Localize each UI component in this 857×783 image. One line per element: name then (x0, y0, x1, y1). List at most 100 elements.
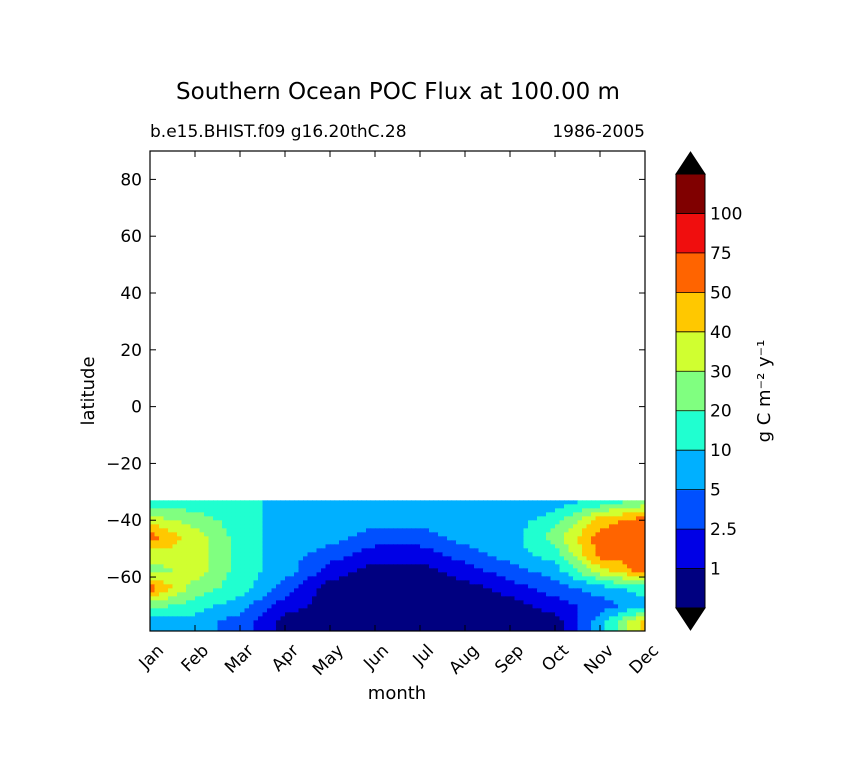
contour-cell (478, 564, 484, 569)
contour-cell (168, 600, 174, 605)
contour-cell (235, 604, 241, 609)
contour-cell (240, 508, 246, 513)
contour-cell (627, 576, 633, 581)
colorbar-extend-min (675, 607, 706, 631)
contour-cell (303, 628, 309, 631)
contour-cell (424, 584, 430, 589)
contour-cell (460, 552, 466, 557)
contour-cell (393, 552, 399, 557)
contour-cell (379, 588, 385, 593)
contour-cell (204, 532, 210, 537)
contour-cell (366, 612, 372, 617)
contour-cell (631, 564, 637, 569)
contour-cell (181, 504, 187, 509)
contour-cell (321, 620, 327, 625)
contour-cell (285, 600, 291, 605)
contour-cell (483, 572, 489, 577)
contour-cell (249, 560, 255, 565)
contour-cell (496, 604, 502, 609)
contour-cell (150, 584, 156, 589)
contour-cell (321, 564, 327, 569)
contour-cell (231, 548, 237, 553)
contour-cell (177, 540, 183, 545)
contour-cell (487, 556, 493, 561)
colorbar-swatch (676, 292, 705, 333)
contour-cell (231, 564, 237, 569)
contour-cell (564, 592, 570, 597)
contour-cell (271, 508, 277, 513)
contour-cell (357, 600, 363, 605)
contour-cell (568, 532, 574, 537)
contour-cell (348, 600, 354, 605)
contour-cell (388, 564, 394, 569)
contour-cell (195, 548, 201, 553)
contour-cell (163, 556, 169, 561)
contour-cell (190, 500, 196, 505)
contour-cell (366, 544, 372, 549)
contour-cell (469, 604, 475, 609)
contour-cell (199, 592, 205, 597)
contour-cell (267, 584, 273, 589)
contour-cell (469, 556, 475, 561)
contour-cell (519, 524, 525, 529)
contour-cell (186, 624, 192, 629)
contour-cell (375, 540, 381, 545)
contour-cell (159, 532, 165, 537)
contour-cell (177, 576, 183, 581)
contour-cell (532, 500, 538, 505)
contour-cell (429, 536, 435, 541)
contour-cell (370, 540, 376, 545)
contour-cell (204, 520, 210, 525)
contour-cell (568, 580, 574, 585)
contour-cell (334, 608, 340, 613)
contour-cell (352, 544, 358, 549)
contour-cell (474, 504, 480, 509)
contour-cell (325, 624, 331, 629)
contour-cell (411, 560, 417, 565)
contour-cell (357, 584, 363, 589)
contour-cell (240, 504, 246, 509)
colorbar-tick-label: 40 (710, 323, 732, 343)
contour-cell (622, 508, 628, 513)
contour-cell (213, 528, 219, 533)
contour-cell (528, 516, 534, 521)
contour-cell (366, 540, 372, 545)
contour-cell (406, 604, 412, 609)
contour-cell (213, 624, 219, 629)
contour-cell (303, 616, 309, 621)
contour-cell (366, 572, 372, 577)
contour-cell (609, 556, 615, 561)
contour-cell (433, 584, 439, 589)
contour-cell (483, 556, 489, 561)
contour-cell (514, 604, 520, 609)
contour-cell (478, 572, 484, 577)
contour-cell (334, 536, 340, 541)
contour-cell (339, 548, 345, 553)
contour-cell (343, 576, 349, 581)
contour-cell (550, 628, 556, 631)
contour-cell (631, 528, 637, 533)
contour-cell (469, 584, 475, 589)
contour-cell (316, 620, 322, 625)
contour-cell (190, 600, 196, 605)
contour-cell (249, 624, 255, 629)
contour-cell (244, 620, 250, 625)
contour-cell (541, 624, 547, 629)
contour-cell (276, 608, 282, 613)
contour-cell (402, 620, 408, 625)
contour-cell (510, 528, 516, 533)
contour-cell (361, 560, 367, 565)
contour-cell (631, 556, 637, 561)
contour-cell (451, 616, 457, 621)
contour-cell (190, 580, 196, 585)
contour-cell (640, 584, 645, 589)
contour-cell (352, 584, 358, 589)
contour-cell (582, 500, 588, 505)
contour-cell (406, 588, 412, 593)
contour-cell (483, 564, 489, 569)
y-tick-label: −40 (106, 511, 142, 531)
contour-cell (312, 584, 318, 589)
contour-cell (456, 504, 462, 509)
contour-cell (159, 524, 165, 529)
contour-cell (330, 504, 336, 509)
